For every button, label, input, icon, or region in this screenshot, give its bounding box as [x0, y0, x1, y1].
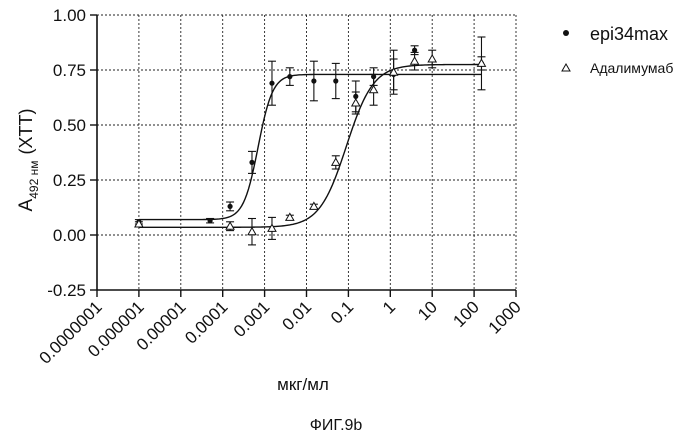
point-marker-circle [269, 81, 274, 86]
legend: epi34max Адалимумаб [562, 24, 673, 76]
y-tick-label: 1.00 [53, 6, 86, 25]
data-point-adalimumab [370, 74, 378, 105]
data-point-epi34max [206, 218, 214, 223]
x-tick-label: 0.0001 [181, 297, 231, 347]
data-points [135, 37, 486, 245]
x-tick-label: 100 [449, 297, 482, 330]
y-axis-title-suffix: (XTT) [16, 109, 36, 155]
point-marker-circle [207, 218, 212, 223]
point-marker-triangle [248, 228, 256, 235]
x-tick-label: 1000 [485, 297, 525, 337]
x-ticks: 0.00000010.0000010.000010.00010.0010.010… [36, 290, 525, 368]
data-point-adalimumab [477, 37, 485, 90]
x-tick-label: 0.001 [230, 297, 274, 341]
point-marker-triangle [477, 59, 485, 66]
data-point-adalimumab [226, 222, 234, 231]
y-tick-label: -0.25 [47, 281, 86, 300]
y-axis-title: A492 нм (XTT) [16, 109, 41, 212]
y-tick-label: 0.00 [53, 226, 86, 245]
data-point-adalimumab [286, 213, 294, 220]
x-tick-label: 0.1 [327, 297, 357, 327]
legend-marker-adalimumab [562, 64, 570, 71]
point-marker-triangle [310, 202, 318, 209]
data-point-epi34max [310, 61, 318, 101]
grid [97, 15, 516, 290]
point-marker-triangle [332, 158, 340, 165]
point-marker-circle [227, 204, 232, 209]
point-marker-triangle [428, 55, 436, 62]
point-marker-triangle [226, 222, 234, 229]
x-axis-title: мкг/мл [277, 375, 329, 394]
y-tick-label: 0.25 [53, 171, 86, 190]
point-marker-triangle [411, 57, 419, 64]
fit-curves [139, 65, 482, 228]
legend-label-epi34max: epi34max [590, 24, 668, 44]
figure-caption: ФИГ.9b [310, 417, 363, 434]
data-point-epi34max [226, 202, 234, 211]
x-tick-label: 1 [379, 297, 399, 317]
fit-curve-epi34max [139, 74, 482, 219]
fit-curve-adalimumab [139, 65, 482, 228]
point-marker-circle [249, 160, 254, 165]
point-marker-triangle [352, 99, 360, 106]
chart: -0.250.000.250.500.751.00 0.00000010.000… [0, 0, 699, 437]
y-ticks: -0.25 0.00 0.25 0.50 0.75 1.00 [47, 6, 97, 300]
y-axis-title-sub: 492 нм [27, 161, 41, 199]
data-point-adalimumab [390, 50, 398, 94]
point-marker-circle [333, 78, 338, 83]
legend-label-adalimumab: Адалимумаб [590, 60, 673, 76]
legend-marker-epi34max [563, 30, 569, 36]
y-tick-label: 0.75 [53, 61, 86, 80]
data-point-adalimumab [310, 202, 318, 209]
data-point-adalimumab [248, 219, 256, 245]
point-marker-circle [287, 74, 292, 79]
x-tick-label: 10 [414, 297, 441, 324]
data-point-adalimumab [268, 217, 276, 239]
y-axis-title-main: A [16, 198, 37, 211]
y-tick-label: 0.50 [53, 116, 86, 135]
point-marker-circle [311, 78, 316, 83]
point-marker-triangle [390, 68, 398, 75]
point-marker-triangle [286, 213, 294, 220]
point-marker-triangle [268, 224, 276, 231]
data-point-epi34max [332, 63, 340, 98]
x-tick-label: 0.01 [278, 297, 315, 334]
